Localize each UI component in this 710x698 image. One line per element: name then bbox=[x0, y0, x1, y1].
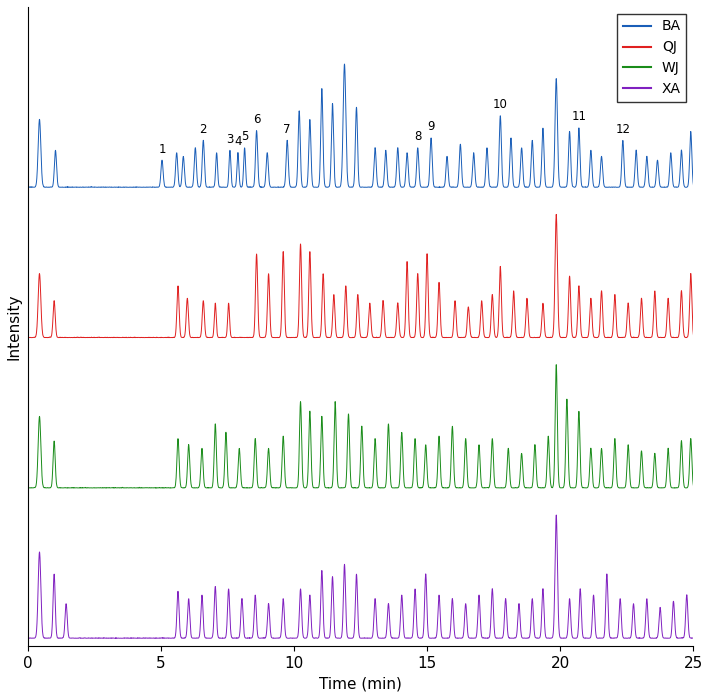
Legend: BA, QJ, WJ, XA: BA, QJ, WJ, XA bbox=[618, 14, 687, 102]
Text: 12: 12 bbox=[616, 123, 630, 136]
Text: 2: 2 bbox=[200, 123, 207, 135]
X-axis label: Time (min): Time (min) bbox=[319, 676, 402, 691]
Text: 1: 1 bbox=[158, 142, 165, 156]
Text: 3: 3 bbox=[226, 133, 234, 146]
Y-axis label: Intensity: Intensity bbox=[7, 293, 22, 359]
Text: 5: 5 bbox=[241, 131, 248, 143]
Text: 7: 7 bbox=[283, 123, 291, 135]
Text: 4: 4 bbox=[234, 135, 241, 148]
Text: 8: 8 bbox=[414, 131, 422, 143]
Text: 9: 9 bbox=[427, 121, 435, 133]
Text: 11: 11 bbox=[572, 110, 586, 124]
Text: 10: 10 bbox=[493, 98, 508, 111]
Text: 6: 6 bbox=[253, 113, 261, 126]
